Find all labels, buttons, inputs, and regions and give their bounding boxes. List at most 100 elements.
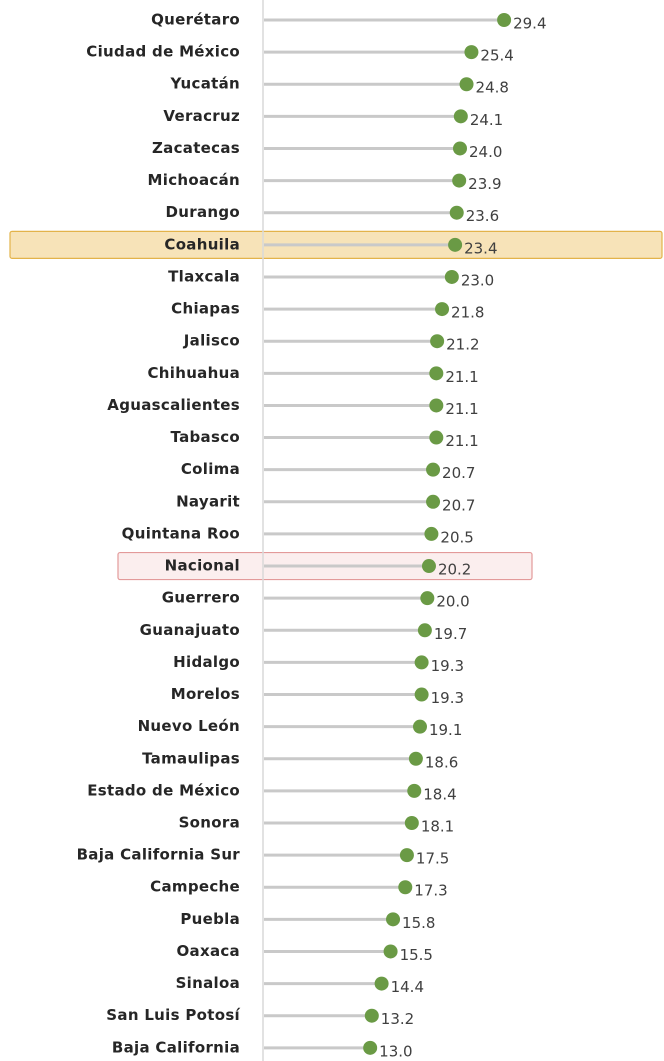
value-label: 21.2: [446, 336, 479, 354]
category-label: Estado de México: [87, 781, 240, 799]
dot: [449, 205, 464, 220]
value-label: 19.1: [429, 721, 462, 739]
dot: [430, 334, 445, 349]
value-label: 13.2: [381, 1010, 414, 1028]
category-label: Aguascalientes: [107, 396, 240, 414]
value-label: 24.1: [470, 111, 503, 129]
value-label: 29.4: [513, 15, 546, 33]
category-label: Chiapas: [171, 300, 240, 318]
category-label: Nacional: [165, 557, 240, 575]
value-label: 17.5: [416, 850, 449, 868]
dot: [364, 1008, 379, 1023]
category-label: Baja California Sur: [77, 846, 241, 864]
dot: [429, 366, 444, 381]
dot: [399, 848, 414, 863]
category-label: Coahuila: [164, 235, 240, 253]
dot: [426, 494, 441, 509]
dot: [421, 559, 436, 574]
value-label: 18.4: [423, 785, 456, 803]
value-label: 21.8: [451, 304, 484, 322]
category-label: Jalisco: [183, 332, 240, 350]
value-label: 23.6: [466, 207, 499, 225]
value-label: 23.9: [468, 175, 501, 193]
category-label: Campeche: [150, 878, 240, 896]
category-label: Chihuahua: [148, 364, 241, 382]
dot: [435, 302, 450, 317]
category-label: Puebla: [180, 910, 240, 928]
category-label: Tabasco: [170, 428, 240, 446]
category-label: Sonora: [179, 814, 240, 832]
dot: [407, 783, 422, 798]
value-label: 15.8: [402, 914, 435, 932]
dot: [429, 398, 444, 413]
value-label: 18.6: [425, 753, 458, 771]
dot: [444, 269, 459, 284]
value-label: 21.1: [445, 368, 478, 386]
dot: [459, 77, 474, 92]
dot: [412, 719, 427, 734]
category-label: Ciudad de México: [86, 43, 240, 61]
value-label: 14.4: [391, 978, 424, 996]
value-label: 17.3: [414, 882, 447, 900]
category-label: Nuevo León: [138, 717, 240, 735]
category-label: Tamaulipas: [142, 749, 240, 767]
dot: [497, 13, 512, 27]
category-label: Durango: [166, 203, 240, 221]
value-label: 18.1: [421, 818, 454, 836]
value-label: 20.7: [442, 464, 475, 482]
category-label: Michoacán: [148, 171, 240, 189]
value-label: 15.5: [400, 946, 433, 964]
dot: [414, 655, 429, 670]
dot: [414, 687, 429, 702]
dot: [374, 976, 389, 991]
category-label: Colima: [181, 460, 240, 478]
dot: [453, 109, 468, 124]
dot: [464, 45, 479, 60]
value-label: 24.0: [469, 143, 502, 161]
category-label: Guanajuato: [140, 621, 240, 639]
value-label: 24.8: [476, 79, 509, 97]
value-label: 20.7: [442, 496, 475, 514]
value-label: 21.1: [445, 400, 478, 418]
dot: [448, 237, 463, 252]
dot: [398, 880, 413, 895]
value-label: 19.3: [431, 657, 464, 675]
dot: [383, 944, 398, 959]
value-label: 23.4: [464, 239, 497, 257]
category-label: Querétaro: [151, 11, 240, 29]
dot: [453, 141, 467, 156]
category-label: Sinaloa: [176, 974, 240, 992]
value-label: 19.7: [434, 625, 467, 643]
value-label: 25.4: [480, 47, 513, 65]
category-label: Veracruz: [163, 107, 240, 125]
dot: [452, 173, 467, 188]
dot: [424, 526, 439, 541]
value-label: 20.2: [438, 561, 471, 579]
category-label: Morelos: [171, 685, 240, 703]
dot: [426, 462, 441, 477]
category-label: Nayarit: [176, 492, 240, 510]
category-label: San Luis Potosí: [106, 1006, 240, 1024]
category-label: Yucatán: [169, 75, 240, 93]
dot: [429, 430, 444, 445]
dot: [386, 912, 401, 927]
value-label: 23.0: [461, 271, 494, 289]
value-label: 13.0: [379, 1042, 412, 1060]
dot: [363, 1040, 378, 1055]
dot: [417, 623, 432, 638]
dot: [420, 591, 435, 606]
category-label: Hidalgo: [173, 653, 240, 671]
value-label: 21.1: [445, 432, 478, 450]
value-label: 20.0: [436, 593, 469, 611]
category-label: Baja California: [112, 1038, 240, 1056]
category-label: Tlaxcala: [168, 267, 240, 285]
dot: [404, 816, 419, 830]
category-label: Quintana Roo: [122, 524, 240, 542]
value-label: 20.5: [440, 528, 473, 546]
category-label: Guerrero: [162, 589, 240, 607]
dot: [408, 751, 423, 766]
value-label: 19.3: [431, 689, 464, 707]
category-label: Oaxaca: [177, 942, 241, 960]
category-label: Zacatecas: [152, 139, 240, 157]
